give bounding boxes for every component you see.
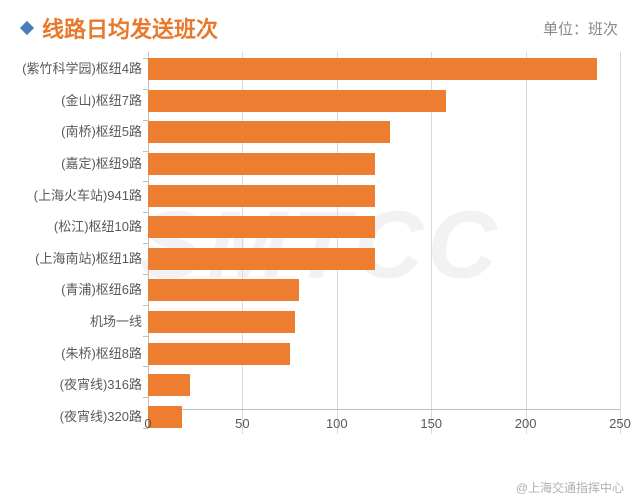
bar-row [148, 343, 620, 365]
bar [148, 374, 190, 396]
bar-row [148, 185, 620, 207]
unit-label: 单位：班次 [543, 18, 618, 39]
bar-row [148, 248, 620, 270]
y-tick-label: (金山)枢纽7路 [0, 90, 148, 112]
grid-line [620, 52, 621, 434]
y-tick [143, 428, 148, 429]
bar-row [148, 279, 620, 301]
y-tick [143, 181, 148, 182]
y-tick [143, 243, 148, 244]
y-tick [143, 305, 148, 306]
y-tick [143, 212, 148, 213]
bar-row [148, 216, 620, 238]
chart-area: (紫竹科学园)枢纽4路 (金山)枢纽7路 (南桥)枢纽5路 (嘉定)枢纽9路 (上海火车… [0, 52, 620, 458]
y-tick-label: (朱桥)枢纽8路 [0, 343, 148, 365]
bar-row [148, 374, 620, 396]
bars-container [148, 58, 620, 428]
diamond-icon [20, 21, 34, 35]
y-tick-label: (夜宵线)316路 [0, 374, 148, 396]
y-tick-label: (紫竹科学园)枢纽4路 [0, 58, 148, 80]
y-tick-label: (青浦)枢纽6路 [0, 279, 148, 301]
y-tick-label: (上海南站)枢纽1路 [0, 248, 148, 270]
y-tick [143, 274, 148, 275]
x-axis-labels: 050100150200250 [148, 414, 620, 434]
y-tick-label: (嘉定)枢纽9路 [0, 153, 148, 175]
x-tick-label: 50 [235, 416, 249, 431]
x-tick-label: 200 [515, 416, 537, 431]
chart-title: 线路日均发送班次 [42, 12, 218, 44]
bar [148, 343, 290, 365]
y-axis-labels: (紫竹科学园)枢纽4路 (金山)枢纽7路 (南桥)枢纽5路 (嘉定)枢纽9路 (上海火车… [0, 58, 148, 428]
y-tick [143, 397, 148, 398]
x-tick-label: 250 [609, 416, 631, 431]
y-tick [143, 151, 148, 152]
bar-row [148, 90, 620, 112]
bar [148, 248, 375, 270]
y-tick-label: (南桥)枢纽5路 [0, 121, 148, 143]
plot-region: 050100150200250 [148, 52, 620, 434]
chart-header: 线路日均发送班次 单位：班次 [0, 0, 640, 52]
bar-row [148, 121, 620, 143]
y-tick [143, 58, 148, 59]
bar-row [148, 58, 620, 80]
bar [148, 279, 299, 301]
y-tick [143, 120, 148, 121]
bar [148, 153, 375, 175]
credit-text: @上海交通指挥中心 [516, 479, 624, 496]
x-tick-label: 150 [420, 416, 442, 431]
y-tick-label: (夜宵线)320路 [0, 406, 148, 428]
bar [148, 58, 597, 80]
bar [148, 185, 375, 207]
bar [148, 121, 390, 143]
bar [148, 311, 295, 333]
bar-row [148, 311, 620, 333]
y-tick-label: (松江)枢纽10路 [0, 216, 148, 238]
y-tick-label: (上海火车站)941路 [0, 185, 148, 207]
bar [148, 216, 375, 238]
title-group: 线路日均发送班次 [22, 12, 218, 44]
y-tick [143, 336, 148, 337]
bar-row [148, 153, 620, 175]
bar [148, 90, 446, 112]
y-tick-label: 机场一线 [0, 311, 148, 333]
y-tick [143, 89, 148, 90]
y-tick [143, 366, 148, 367]
x-tick-label: 100 [326, 416, 348, 431]
